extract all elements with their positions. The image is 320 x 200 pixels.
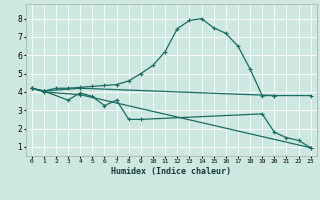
X-axis label: Humidex (Indice chaleur): Humidex (Indice chaleur) <box>111 167 231 176</box>
